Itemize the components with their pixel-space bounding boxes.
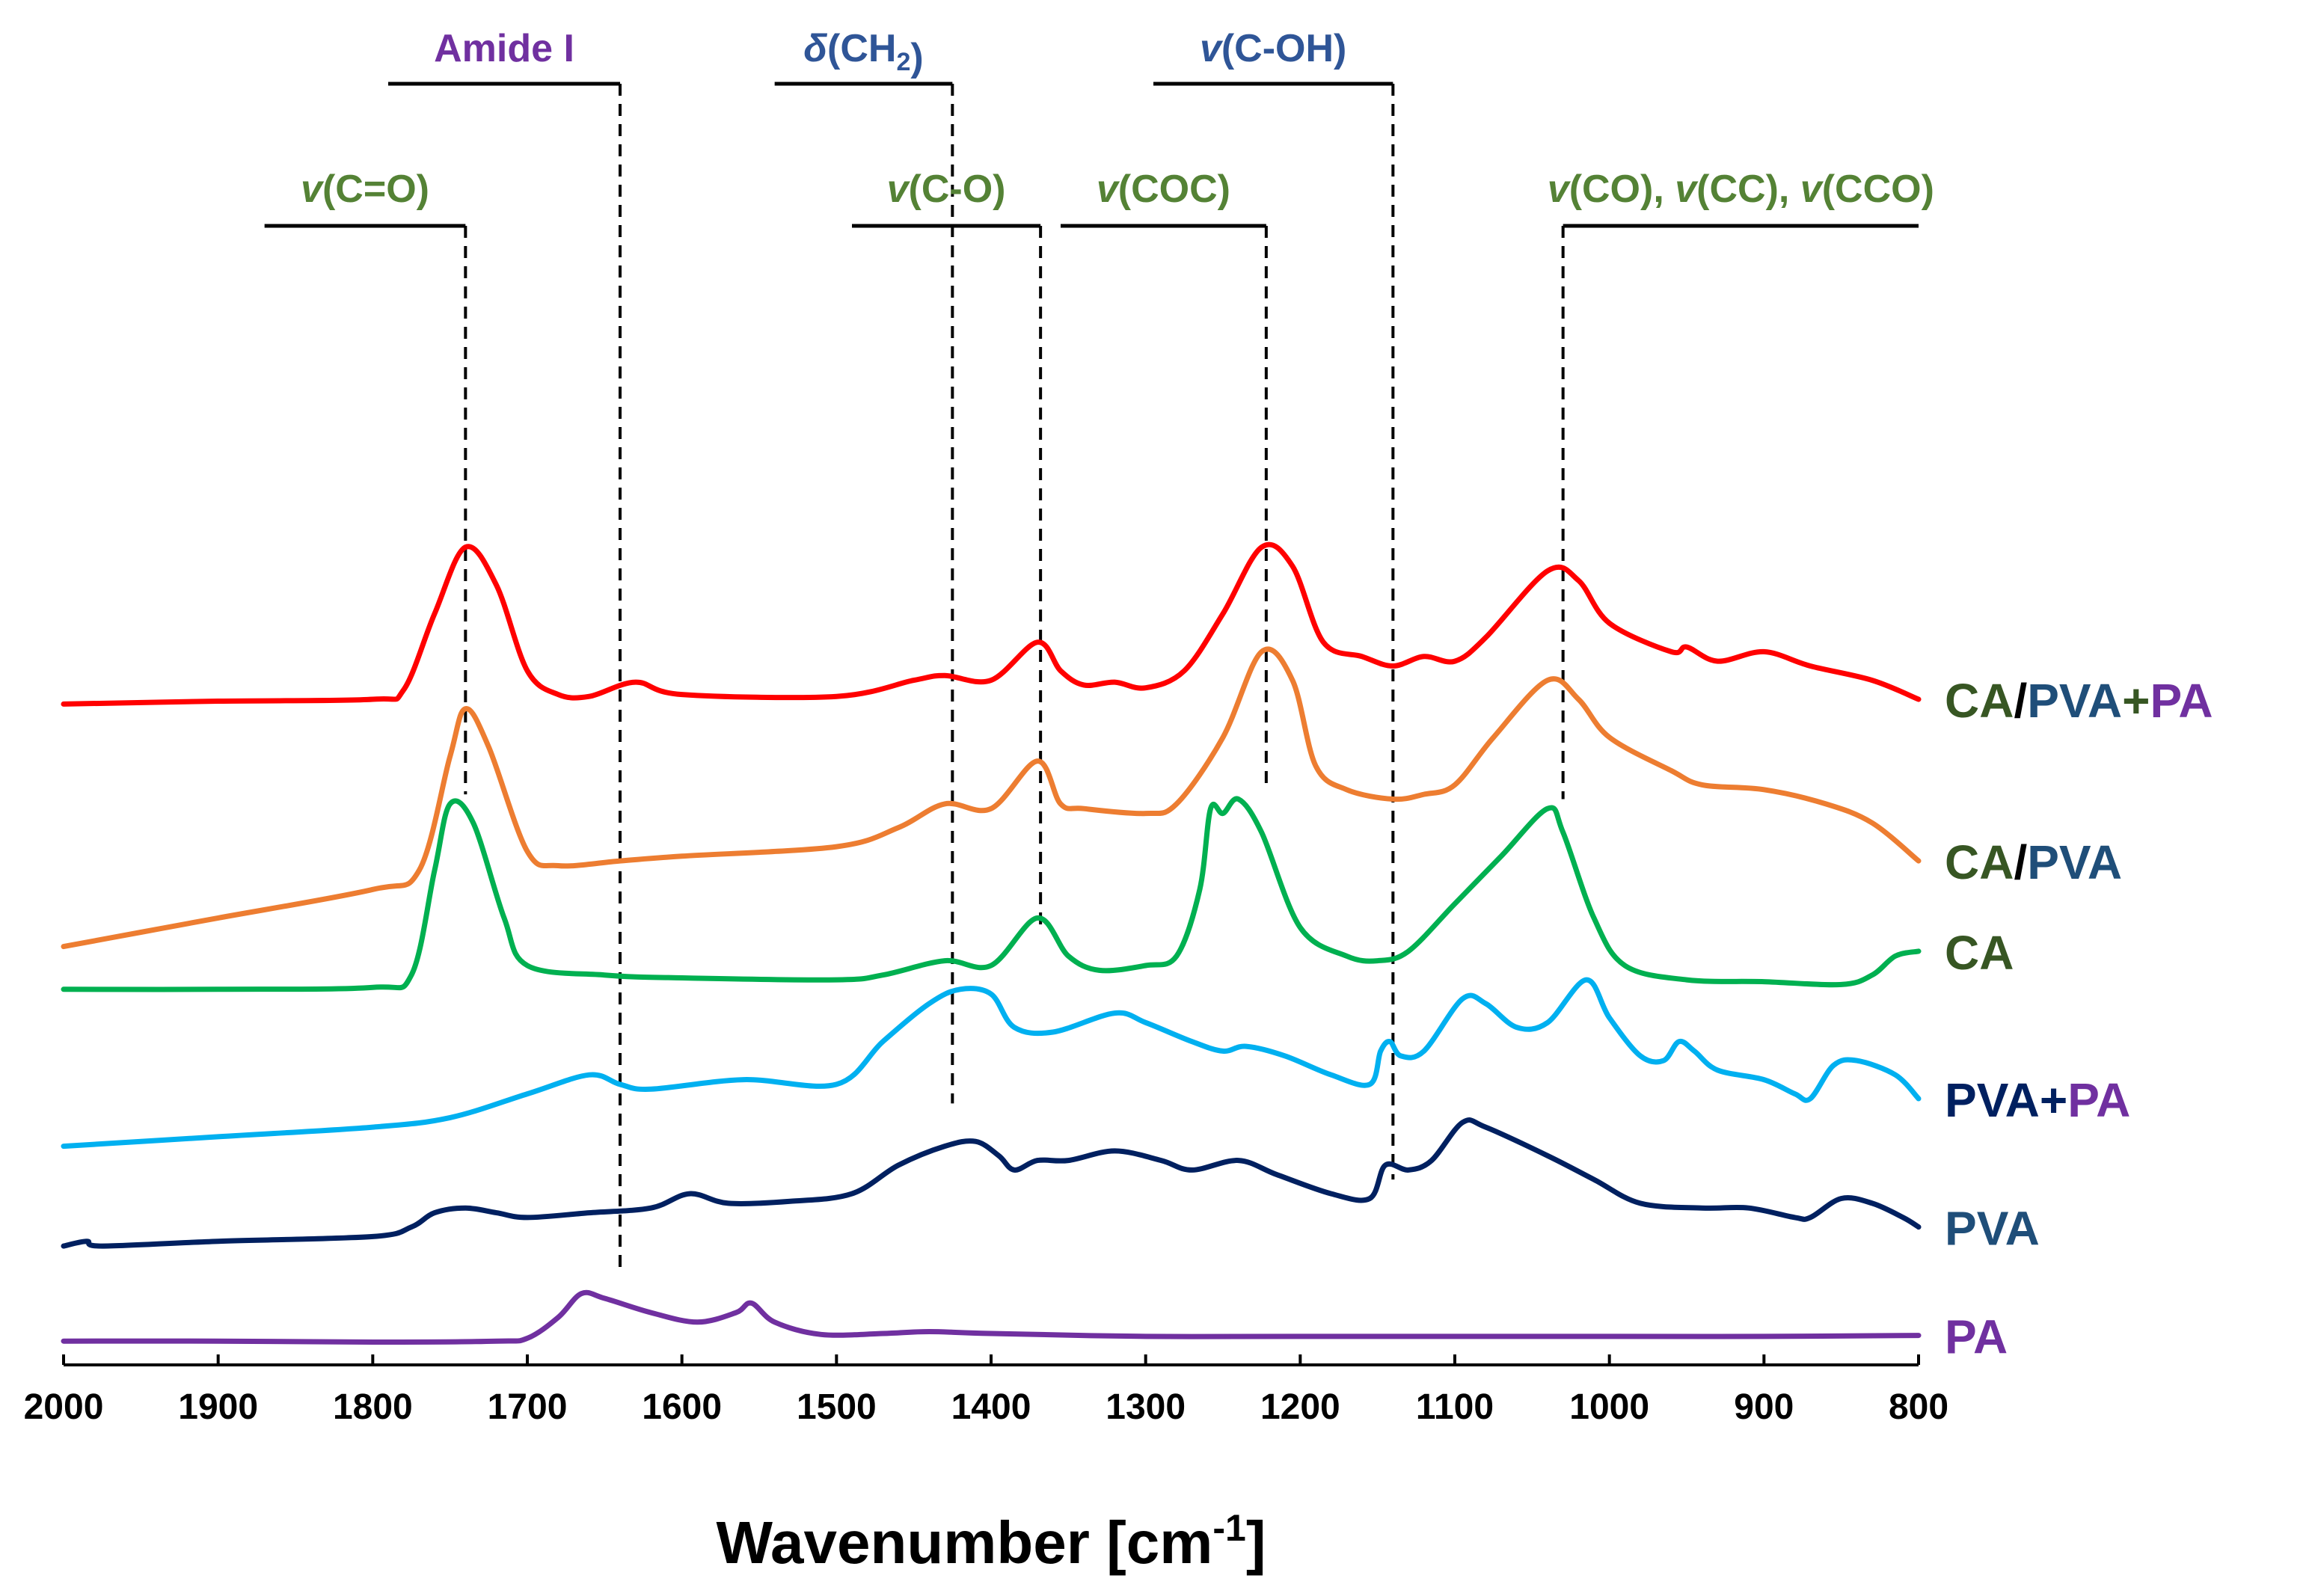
x-tick-label: 1400 [951, 1387, 1031, 1427]
annotation-label-part: v [1675, 168, 1699, 211]
annotation-label-part: v [1548, 168, 1572, 211]
series-label-part: PA [1945, 1310, 2008, 1364]
x-tick-label: 1900 [178, 1387, 258, 1427]
series-label-part: / [2014, 674, 2027, 728]
annotation-label: Amide I [434, 27, 574, 70]
annotation-label-part: (CO), [1569, 168, 1675, 211]
series-label: PVA [1945, 1202, 2040, 1256]
series-line-pa [61, 1289, 1922, 1345]
annotation-label: v(C=O) [301, 168, 429, 211]
annotation-label-part: v [301, 168, 325, 211]
series-label-part: CA [1945, 926, 2014, 980]
series-label-part: PA [2067, 1073, 2130, 1127]
annotation-label-part: (COC) [1118, 168, 1230, 211]
annotation-label-part: Amide I [434, 27, 574, 70]
annotation-label: δ(CH2) [803, 27, 923, 79]
series-label-part: PVA [1945, 1073, 2040, 1127]
x-tick-label: 1000 [1569, 1387, 1649, 1427]
x-axis-title: Wavenumber [cm-1] [717, 1507, 1266, 1576]
series-label: PA [1945, 1310, 2008, 1364]
annotation-label-part: (C-O) [909, 168, 1006, 211]
series-label-part: PA [2150, 674, 2213, 728]
annotation-label-part: (C=O) [322, 168, 429, 211]
annotation-label-part: v [1097, 168, 1120, 211]
x-tick-label: 1500 [797, 1387, 877, 1427]
series-label: CA/PVA [1945, 835, 2122, 889]
series-label: PVA+PA [1945, 1073, 2130, 1127]
annotation-label-part: ) [910, 36, 923, 79]
x-tick-label: 1600 [642, 1387, 722, 1427]
annotation-label-part: δ [803, 27, 827, 70]
series-label-part: CA [1945, 674, 2014, 728]
annotation-label: v(COC) [1097, 168, 1230, 211]
series-label: CA [1945, 926, 2014, 980]
annotation-label: v(C-OH) [1200, 27, 1346, 70]
series-label-part: PVA [1945, 1202, 2040, 1256]
annotation-label-part: (CH [827, 27, 896, 70]
annotation-label-part: (CC), [1696, 168, 1800, 211]
series-label-part: + [2122, 674, 2150, 728]
x-axis: 2000 1900 1800 1700 1600 1500 1400 1300 1200 1100… [24, 1354, 1948, 1427]
x-axis-title-close: ] [1246, 1509, 1266, 1576]
annotation-label: v(CO), v(CC), v(CCO) [1548, 168, 1934, 211]
x-tick-label: 1700 [488, 1387, 568, 1427]
series-label-part: + [2040, 1073, 2067, 1127]
x-tick-label: 1300 [1106, 1387, 1186, 1427]
annotation-label-part: 2 [896, 48, 910, 76]
series-label-part: CA [1945, 835, 2014, 889]
annotation-label-part: v [1800, 168, 1824, 211]
x-axis-title-superscript: -1 [1212, 1507, 1245, 1549]
series-line-pva [61, 1117, 1922, 1249]
series-label-part: PVA [2027, 835, 2122, 889]
series-line-pva-pa [61, 977, 1922, 1150]
x-tick-label: 800 [1889, 1387, 1948, 1427]
spectra-series [61, 541, 1922, 1345]
series-label-part: / [2014, 835, 2027, 889]
series-line-ca-pva-pa [61, 541, 1922, 707]
series-line-ca [61, 796, 1922, 992]
x-tick-label: 2000 [24, 1387, 104, 1427]
annotation-brackets [264, 82, 1919, 1270]
annotation-label: v(C-O) [887, 168, 1006, 211]
annotation-label-part: (CCO) [1822, 168, 1934, 211]
annotation-label-part: (C-OH) [1221, 27, 1347, 70]
x-tick-label: 1100 [1416, 1387, 1494, 1427]
x-tick-label: 1200 [1260, 1387, 1340, 1427]
x-tick-label: 900 [1734, 1387, 1794, 1427]
annotation-label-part: v [887, 168, 911, 211]
x-tick-label: 1800 [333, 1387, 413, 1427]
x-axis-title-main: Wavenumber [cm [717, 1509, 1213, 1576]
series-label: CA/PVA+PA [1945, 674, 2213, 728]
series-line-ca-pva [61, 646, 1922, 950]
series-label-part: PVA [2027, 674, 2122, 728]
annotation-label-part: v [1200, 27, 1224, 70]
